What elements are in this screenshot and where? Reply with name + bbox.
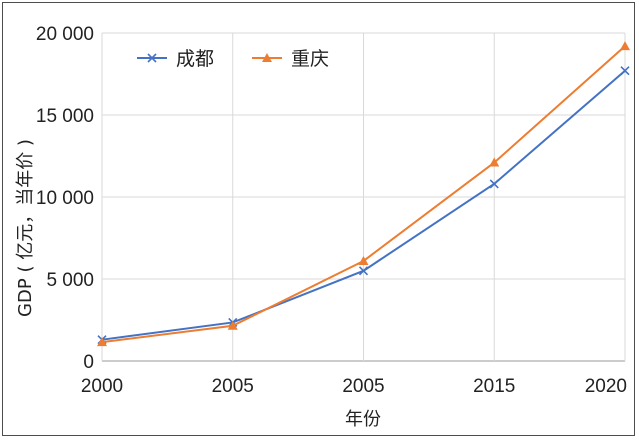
- y-tick-label: 5 000: [46, 270, 94, 291]
- y-tick-label: 0: [83, 352, 94, 373]
- x-marker: [147, 53, 157, 63]
- series-chongqing: [97, 41, 630, 347]
- chart-frame: [2, 2, 635, 436]
- x-tick-label: 2020: [585, 376, 627, 397]
- triangle-marker: [97, 337, 107, 347]
- legend: 成都 重庆: [137, 48, 329, 70]
- x-tick-label: 2015: [473, 376, 515, 397]
- triangle-marker: [262, 53, 272, 62]
- triangle-marker: [620, 41, 630, 51]
- x-marker: [489, 179, 499, 189]
- y-axis-label: GDP ( 亿元，当年价 ): [15, 139, 36, 317]
- triangle-marker: [489, 157, 500, 167]
- legend-item: 成都: [137, 48, 214, 70]
- legend-label: 重庆: [291, 48, 329, 70]
- x-tick-label: 2005: [342, 376, 384, 397]
- x-marker: [358, 266, 369, 276]
- grid-lines: [101, 32, 626, 362]
- y-tick-label: 20 000: [36, 24, 94, 45]
- x-tick-label: 2000: [81, 376, 123, 397]
- legend-label: 成都: [176, 48, 214, 70]
- x-marker: [620, 66, 630, 76]
- x-tick-label: 2005: [212, 376, 254, 397]
- legend-item: 重庆: [252, 48, 329, 70]
- triangle-marker: [227, 320, 238, 330]
- x-axis-label: 年份: [345, 409, 381, 430]
- x-tick-labels: 2000 2005 2005 2015 2020: [81, 376, 627, 397]
- series-layer: [97, 41, 630, 347]
- y-tick-label: 15 000: [36, 106, 94, 127]
- y-tick-label: 10 000: [36, 188, 94, 209]
- triangle-marker: [358, 255, 369, 265]
- y-tick-labels: 0 5 000 10 000 15 000 20 000: [36, 24, 94, 373]
